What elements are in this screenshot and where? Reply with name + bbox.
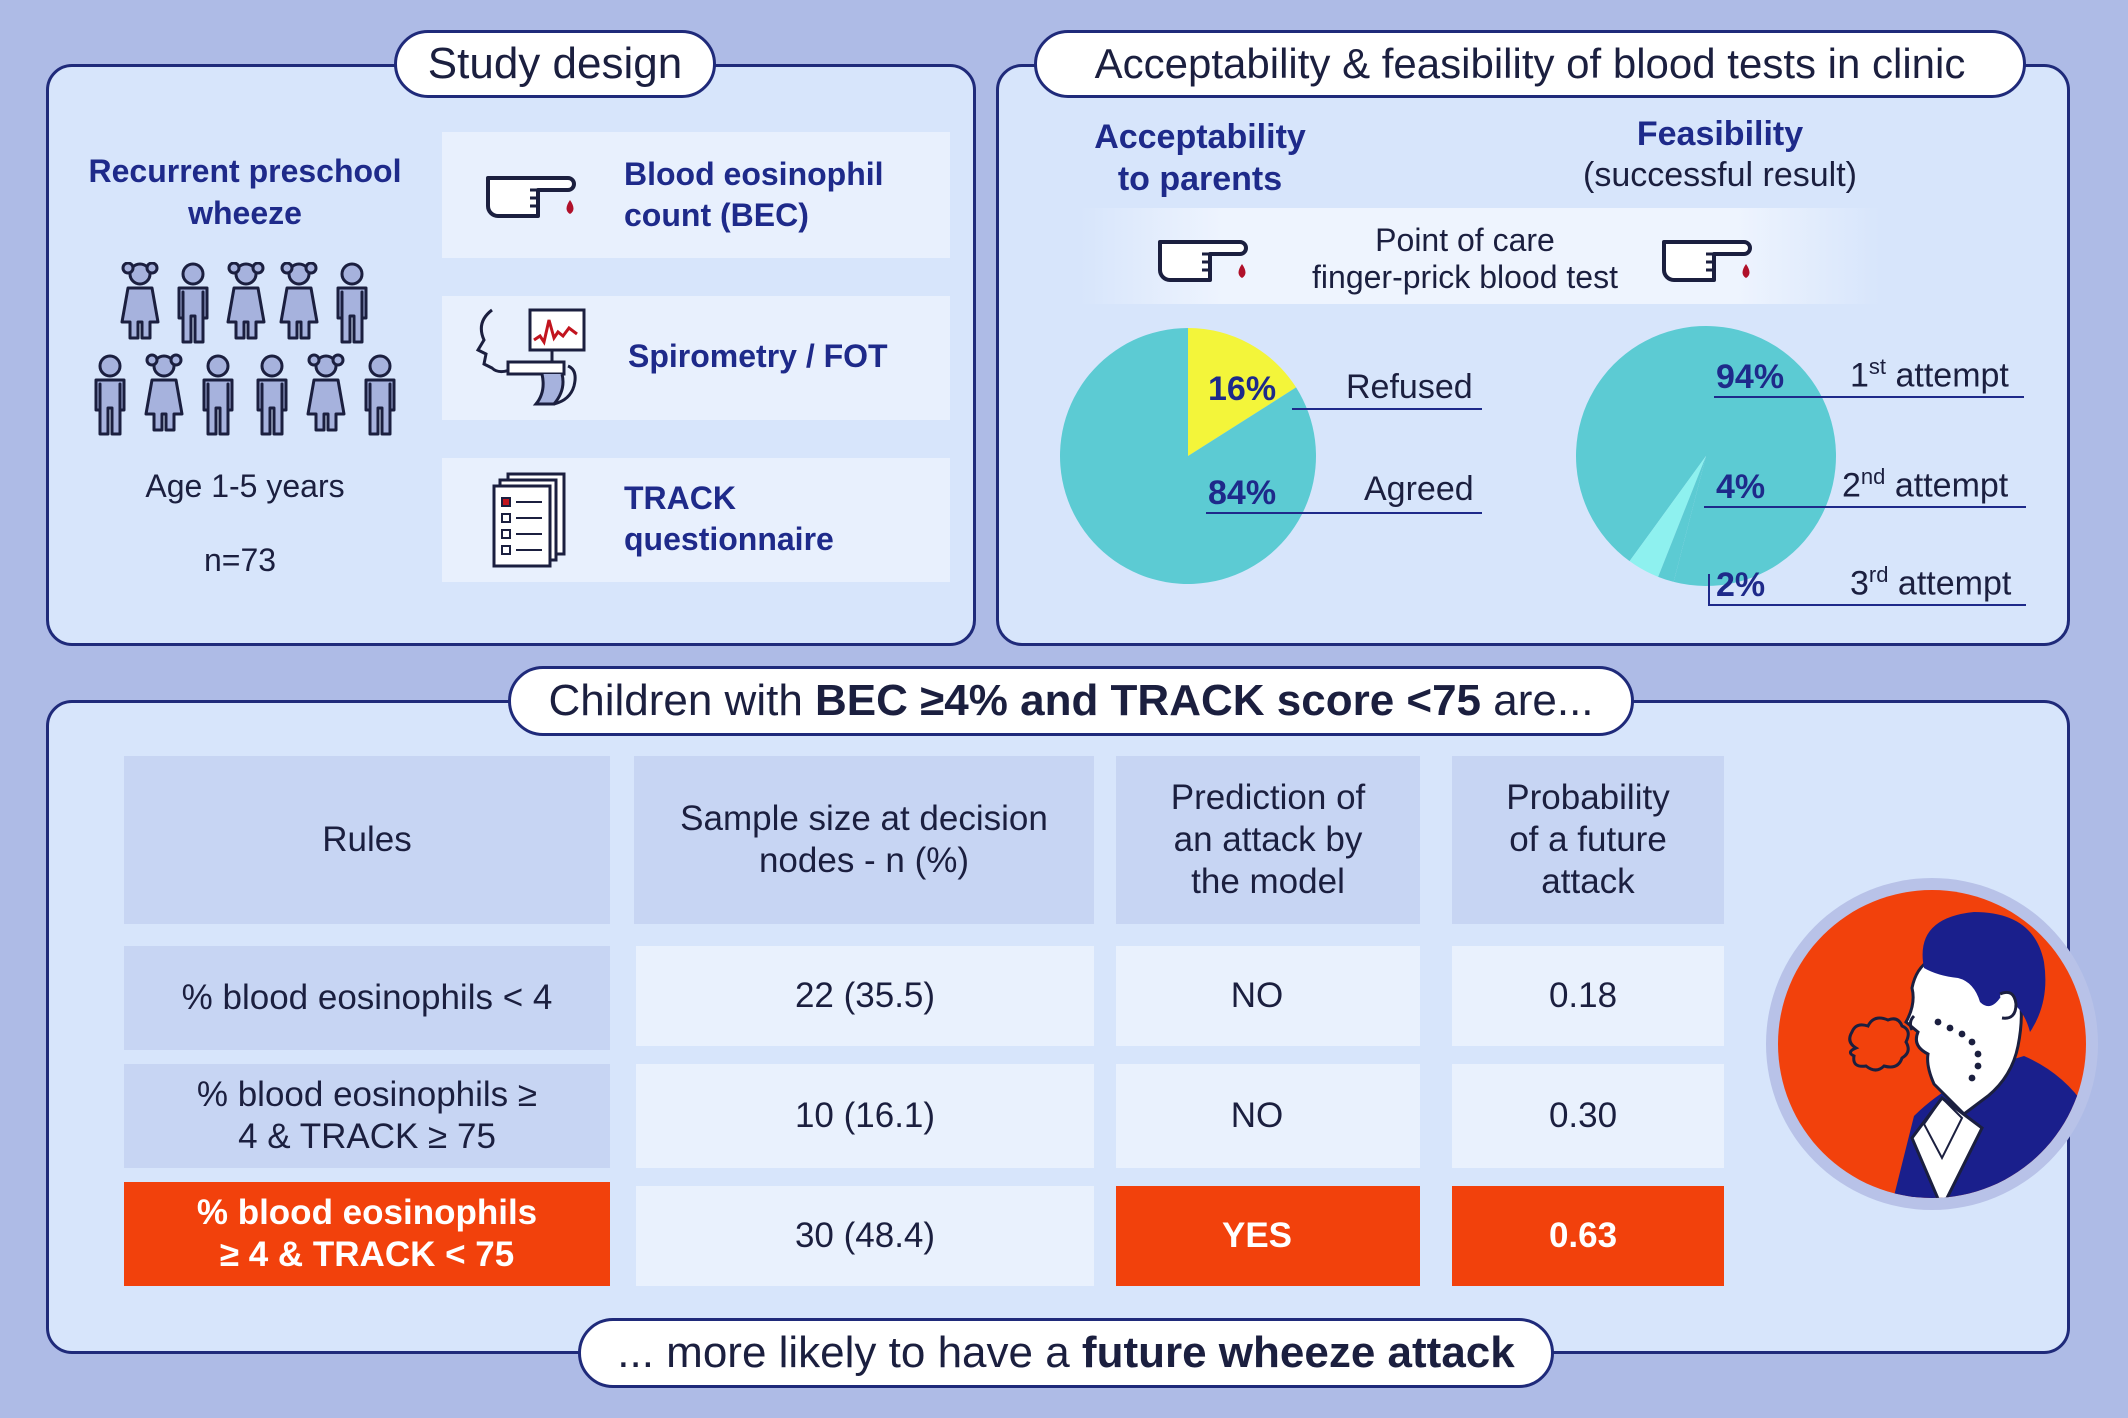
table-row-rule: % blood eosinophils < 4	[124, 946, 610, 1050]
third-attempt-label: 3rd attempt	[1850, 562, 2012, 603]
table-row-sample: 22 (35.5)	[636, 946, 1094, 1046]
spirometry-label: Spirometry / FOT	[628, 338, 888, 374]
conclusion-footer: ... more likely to have a future wheeze …	[578, 1318, 1554, 1388]
acceptability-title: Acceptability & feasibility of blood tes…	[1034, 30, 2026, 98]
track-label-line2: questionnaire	[624, 521, 834, 557]
table-row-rule-highlight: % blood eosinophils ≥ 4 & TRACK < 75	[124, 1182, 610, 1286]
finger-prick-icon	[1158, 240, 1248, 282]
header-rules: Rules	[124, 756, 610, 924]
table-row-rule: % blood eosinophils ≥ 4 & TRACK ≥ 75	[124, 1064, 610, 1168]
track-label-line1: TRACK	[624, 480, 736, 516]
decision-rules-title: Children with BEC ≥4% and TRACK score <7…	[508, 666, 1634, 736]
third-attempt-leader	[1708, 574, 1710, 604]
refused-label: Refused	[1346, 368, 1473, 406]
pie-slice-refused	[1188, 328, 1297, 456]
feasibility-pie	[1576, 326, 1836, 586]
finger-prick-icon	[486, 176, 576, 218]
questionnaire-icon	[492, 472, 566, 568]
spirometry-box: Spirometry / FOT	[442, 296, 950, 420]
second-attempt-underline	[1704, 506, 2026, 508]
pie-slice-2nd-attempt	[1629, 456, 1706, 577]
population-label: Recurrent preschool wheeze	[88, 153, 402, 231]
table-row-probability: 0.30	[1452, 1064, 1724, 1168]
header-sample-size: Sample size at decision nodes - n (%)	[634, 756, 1094, 924]
table-row-probability: 0.18	[1452, 946, 1724, 1046]
track-box: TRACK questionnaire	[442, 458, 950, 582]
spirometry-icon	[475, 308, 586, 406]
refused-percent: 16%	[1208, 370, 1277, 408]
third-attempt-percent: 2%	[1716, 566, 1766, 604]
point-of-care-label: Point of care finger-prick blood test	[1312, 222, 1618, 295]
children-icon	[94, 262, 396, 436]
agreed-label: Agreed	[1364, 470, 1474, 508]
agreed-percent: 84%	[1208, 474, 1277, 512]
first-attempt-percent: 94%	[1716, 358, 1785, 396]
table-row-prediction: NO	[1116, 1064, 1420, 1168]
agreed-underline	[1206, 512, 1482, 514]
bec-box: Blood eosinophil count (BEC)	[442, 132, 950, 258]
header-prediction: Prediction of an attack by the model	[1116, 756, 1420, 924]
study-design-title: Study design	[394, 30, 716, 98]
bec-label-line2: count (BEC)	[624, 197, 809, 233]
pie-slice-1st-attempt	[1576, 326, 1836, 586]
table-row-probability-highlight: 0.63	[1452, 1186, 1724, 1286]
coughing-child-icon	[1766, 878, 2098, 1210]
third-attempt-underline	[1708, 604, 2026, 606]
acceptability-pie	[1060, 328, 1316, 584]
feasibility-heading: Feasibility (successful result)	[1583, 115, 1857, 194]
pie-slice-3rd-attempt	[1658, 456, 1706, 582]
table-row-prediction: NO	[1116, 946, 1420, 1046]
acceptability-heading: Acceptability to parents	[1094, 118, 1306, 198]
table-row-sample: 30 (48.4)	[636, 1186, 1094, 1286]
table-row-prediction-highlight: YES	[1116, 1186, 1420, 1286]
pie-slice-agreed	[1060, 328, 1316, 584]
bec-label-line1: Blood eosinophil	[624, 156, 884, 192]
finger-prick-icon	[1662, 240, 1752, 282]
second-attempt-label: 2nd attempt	[1842, 464, 2009, 505]
header-probability: Probability of a future attack	[1452, 756, 1724, 924]
age-label: Age 1-5 years	[145, 468, 345, 504]
refused-underline	[1292, 408, 1482, 410]
second-attempt-percent: 4%	[1716, 468, 1766, 506]
first-attempt-label: 1st attempt	[1850, 354, 2009, 395]
first-attempt-underline	[1714, 396, 2024, 398]
sample-size-label: n=73	[203, 542, 277, 578]
table-row-sample: 10 (16.1)	[636, 1064, 1094, 1168]
